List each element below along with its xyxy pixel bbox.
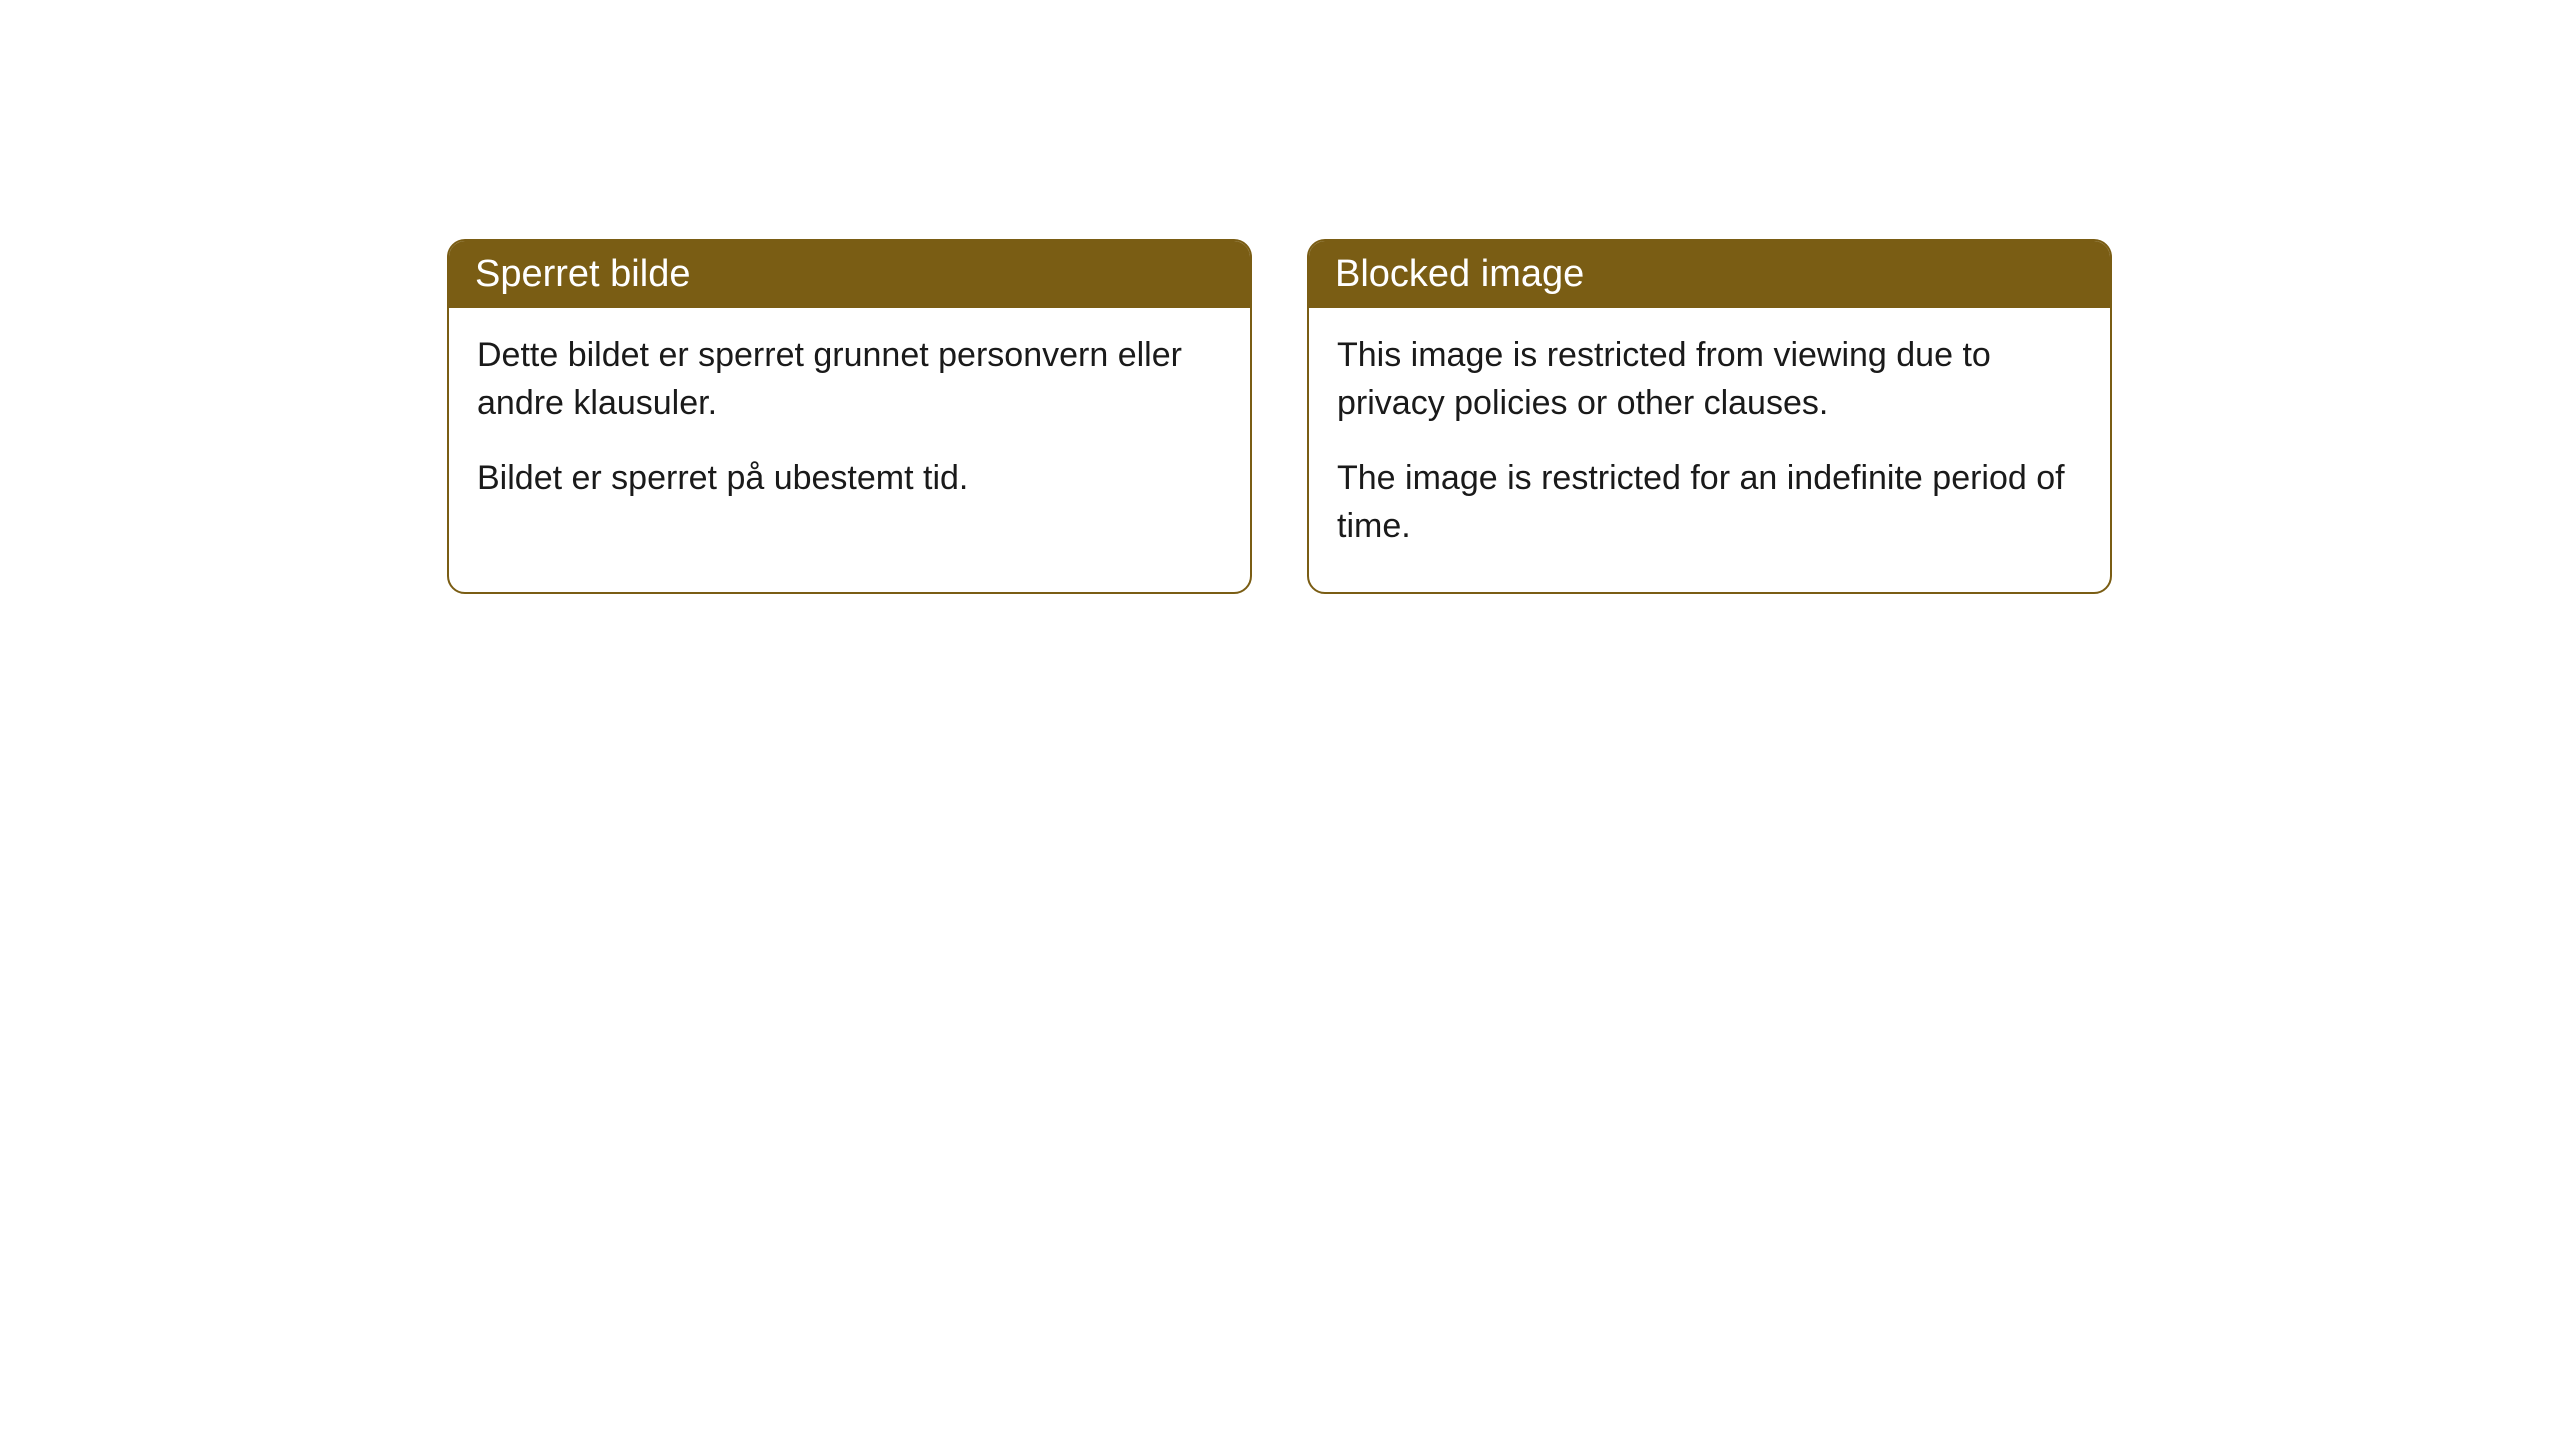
cards-container: Sperret bilde Dette bildet er sperret gr… [447, 239, 2112, 594]
card-paragraph-2-norwegian: Bildet er sperret på ubestemt tid. [477, 455, 1222, 503]
card-title-english: Blocked image [1335, 253, 1584, 295]
card-norwegian: Sperret bilde Dette bildet er sperret gr… [447, 239, 1252, 594]
card-paragraph-1-english: This image is restricted from viewing du… [1337, 332, 2082, 427]
card-paragraph-1-norwegian: Dette bildet er sperret grunnet personve… [477, 332, 1222, 427]
card-body-norwegian: Dette bildet er sperret grunnet personve… [449, 308, 1250, 545]
card-title-norwegian: Sperret bilde [475, 253, 690, 295]
card-paragraph-2-english: The image is restricted for an indefinit… [1337, 455, 2082, 550]
card-english: Blocked image This image is restricted f… [1307, 239, 2112, 594]
card-header-norwegian: Sperret bilde [449, 241, 1250, 308]
card-header-english: Blocked image [1309, 241, 2110, 308]
card-body-english: This image is restricted from viewing du… [1309, 308, 2110, 592]
